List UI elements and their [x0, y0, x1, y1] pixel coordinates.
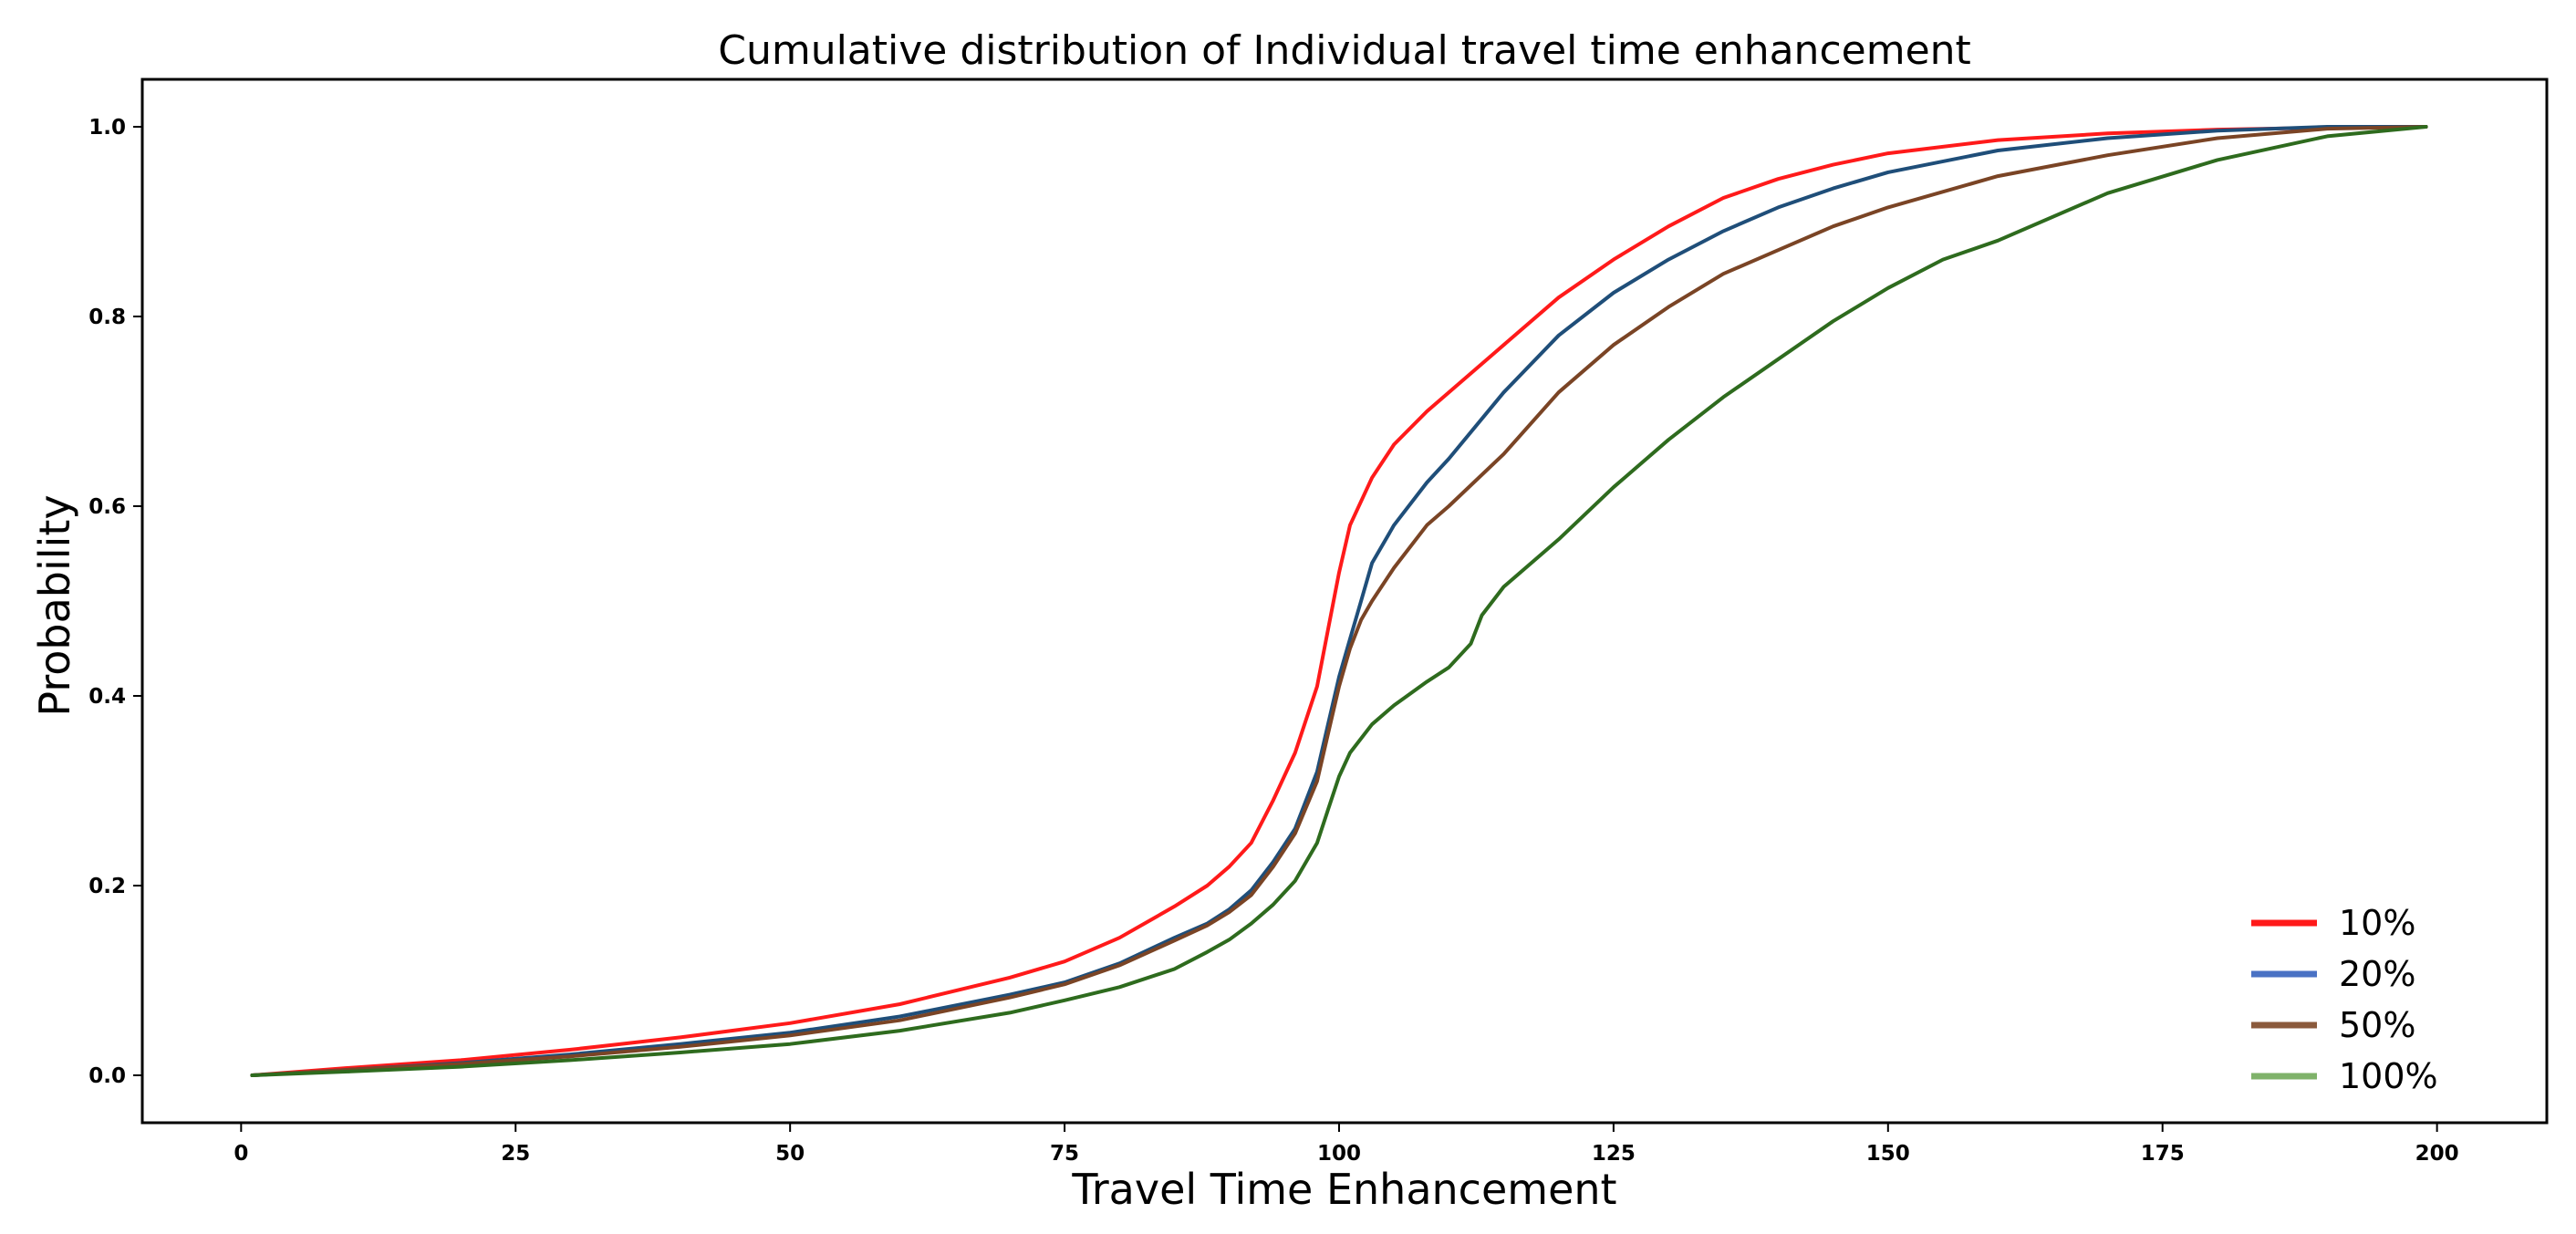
y-tick-label: 1.0 [88, 116, 126, 140]
chart-title: Cumulative distribution of Individual tr… [718, 27, 1971, 74]
y-tick-label: 0.4 [88, 685, 126, 709]
x-tick-label: 50 [775, 1142, 805, 1166]
y-tick-label: 0.6 [88, 495, 126, 519]
x-tick-label: 100 [1317, 1142, 1361, 1166]
x-tick-label: 75 [1050, 1142, 1079, 1166]
legend-label: 20% [2339, 954, 2415, 994]
x-axis-label: Travel Time Enhancement [1071, 1165, 1616, 1214]
y-tick-label: 0.0 [88, 1064, 126, 1088]
legend-label: 10% [2339, 903, 2415, 943]
y-axis-ticks: 0.0 0.2 0.4 0.6 0.8 1.0 [88, 116, 142, 1088]
x-tick-label: 0 [234, 1142, 248, 1166]
x-axis-ticks: 0 25 50 75 100 125 150 175 200 [234, 1123, 2459, 1166]
y-tick-label: 0.8 [88, 306, 126, 329]
legend-label: 100% [2339, 1056, 2438, 1096]
series-line-50pct [250, 125, 2428, 1077]
legend: 10% 20% 50% 100% [2251, 903, 2438, 1096]
plot-area-frame [140, 78, 2549, 1125]
x-tick-label: 200 [2415, 1142, 2459, 1166]
x-tick-label: 25 [501, 1142, 530, 1166]
y-axis-label: Probability [30, 494, 79, 716]
y-tick-label: 0.2 [88, 875, 126, 898]
x-tick-label: 150 [1866, 1142, 1910, 1166]
legend-label: 50% [2339, 1005, 2415, 1045]
x-tick-label: 175 [2141, 1142, 2185, 1166]
series-line-10pct [250, 125, 2428, 1077]
series-lines [250, 125, 2428, 1077]
series-line-20pct [250, 125, 2428, 1077]
x-tick-label: 125 [1592, 1142, 1636, 1166]
series-line-100pct [250, 125, 2428, 1077]
